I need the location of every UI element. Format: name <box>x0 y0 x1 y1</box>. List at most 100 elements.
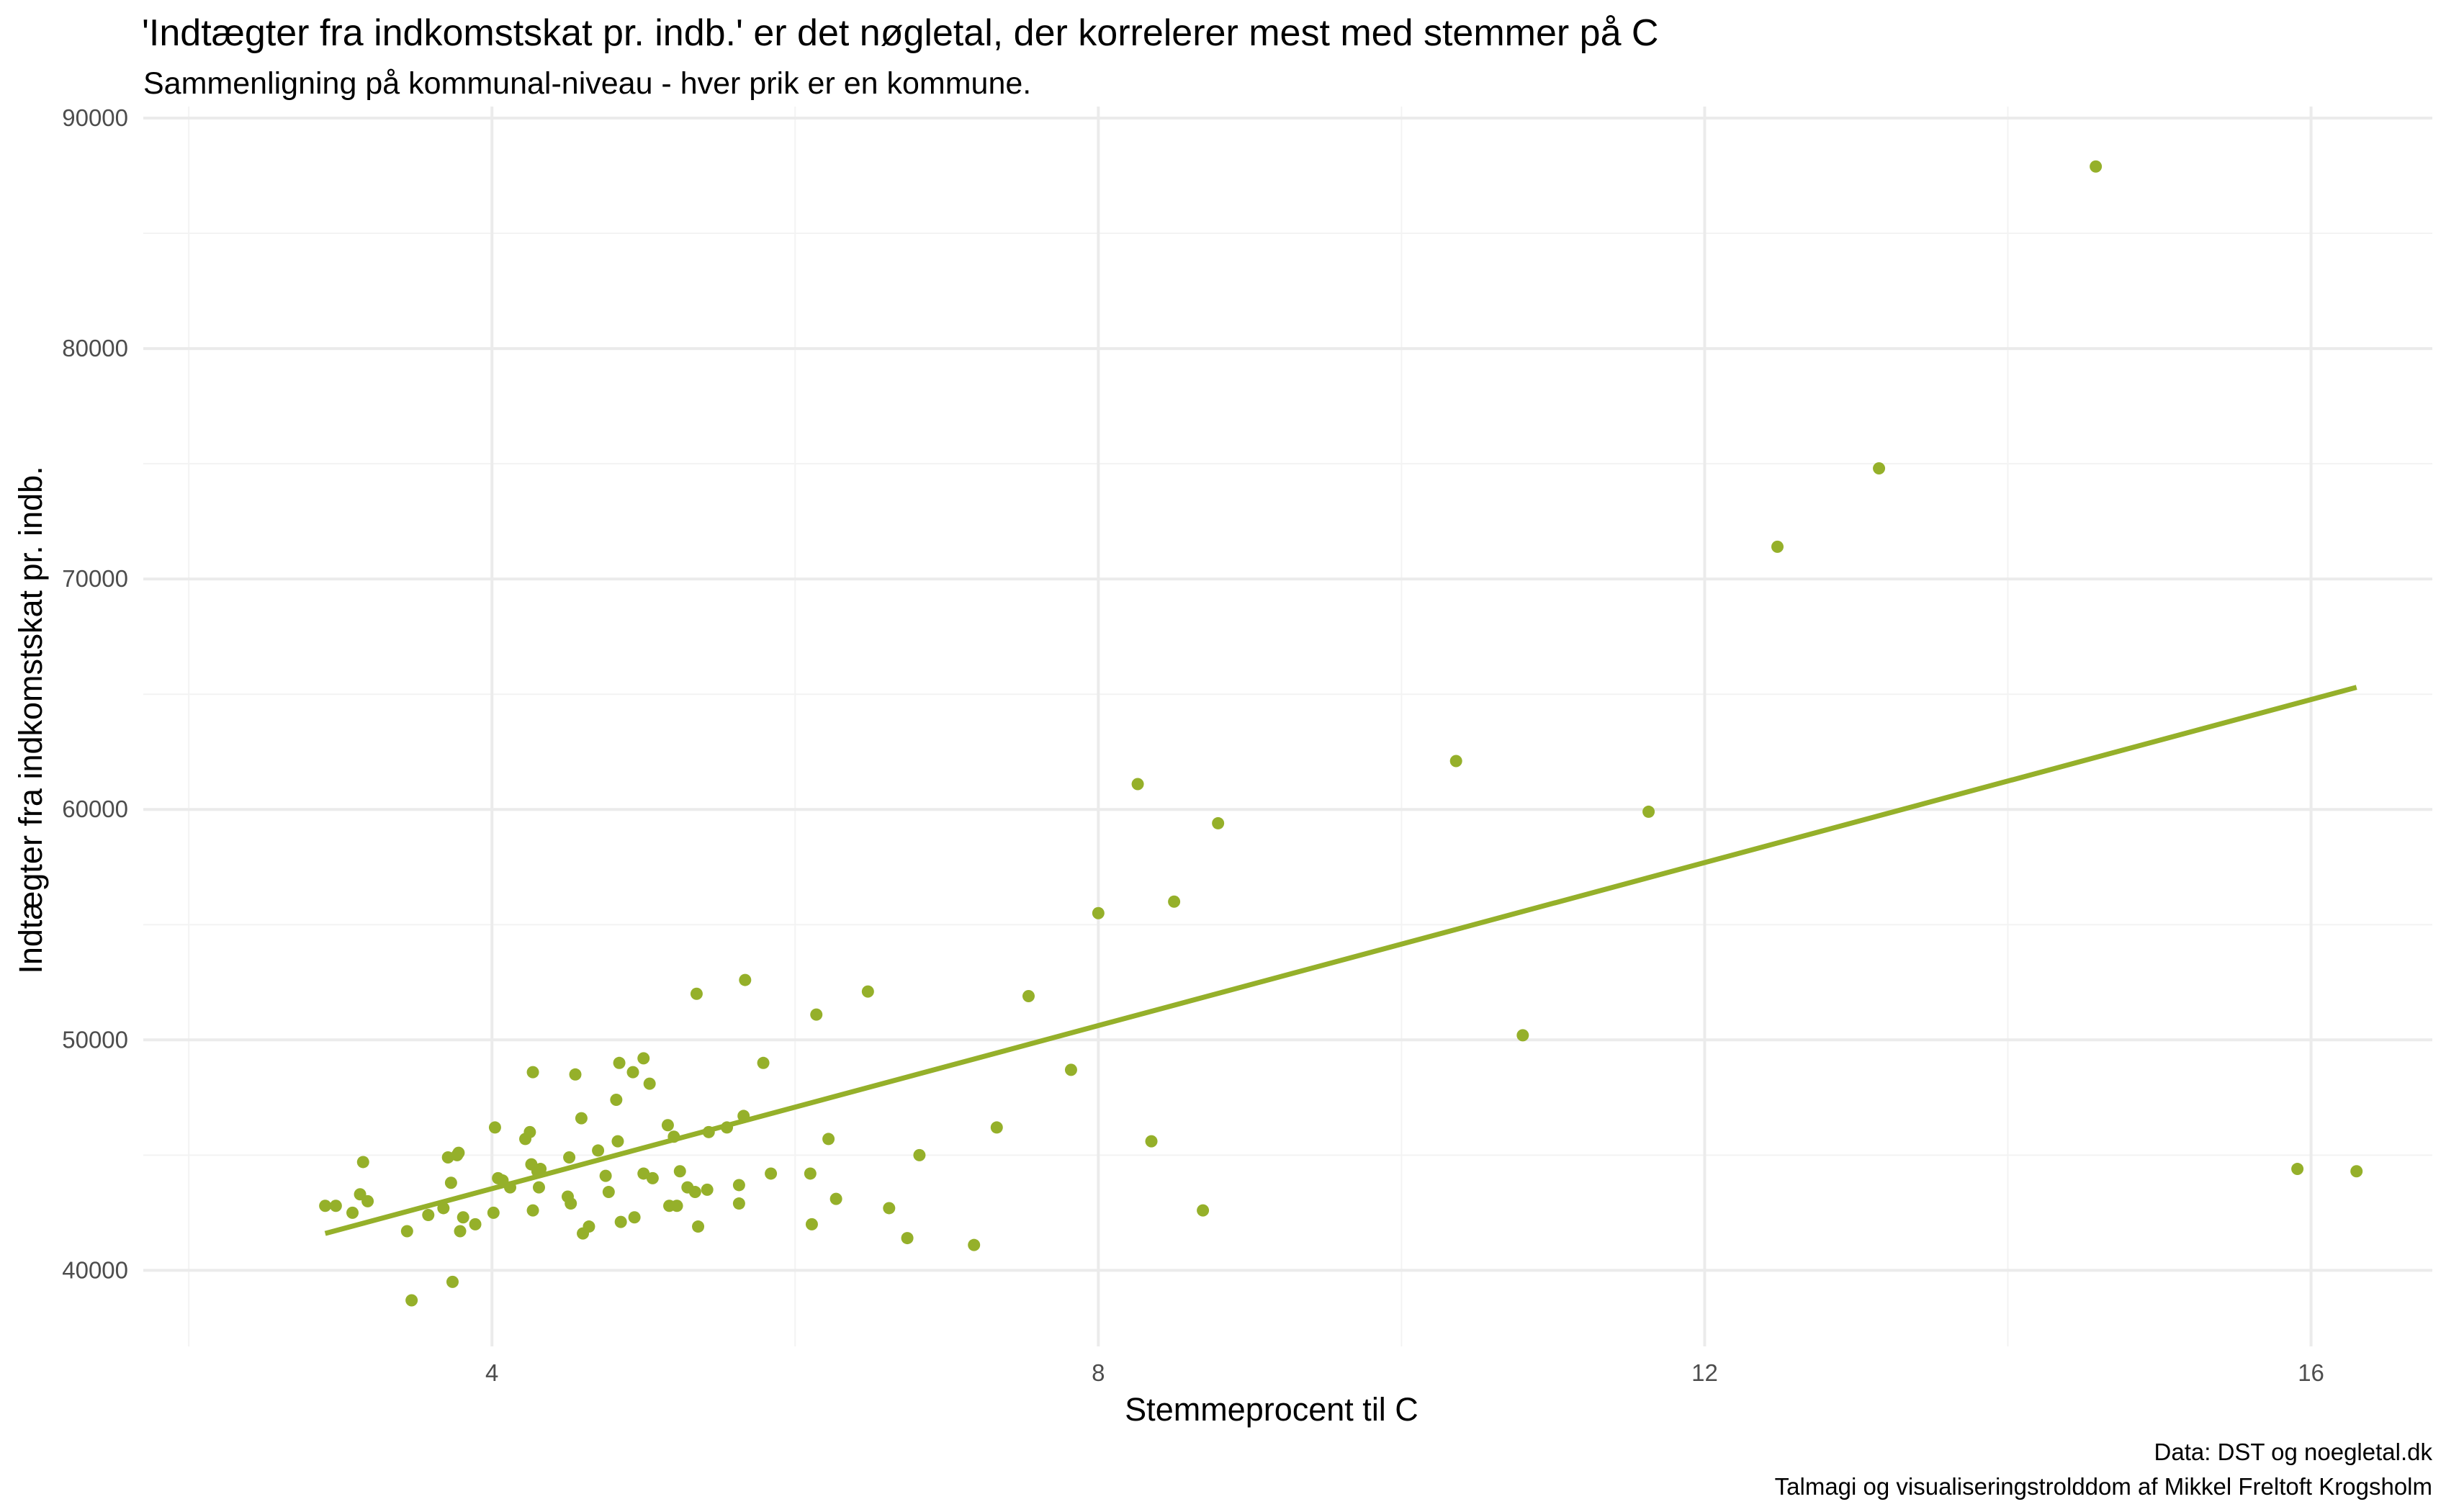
x-axis-ticks: 4 8 12 16 <box>485 1359 2324 1386</box>
data-point <box>1873 462 1886 475</box>
data-point <box>692 1220 705 1233</box>
data-point <box>913 1148 926 1161</box>
data-point <box>883 1202 896 1215</box>
data-point <box>1771 540 1784 553</box>
data-point <box>405 1294 418 1307</box>
data-point <box>739 973 752 986</box>
y-tick-label: 60000 <box>62 796 128 822</box>
data-point <box>469 1218 482 1230</box>
data-point <box>602 1186 615 1199</box>
data-point <box>400 1225 413 1238</box>
chart-title: 'Indtægter fra indkomstskat pr. indb.' e… <box>142 12 1658 54</box>
data-point <box>1092 906 1105 919</box>
data-point <box>2090 160 2103 173</box>
data-point <box>804 1167 817 1180</box>
data-point <box>614 1215 627 1228</box>
data-point <box>637 1167 650 1180</box>
data-point <box>563 1151 576 1164</box>
data-point <box>611 1135 624 1148</box>
data-point <box>599 1169 612 1182</box>
data-point <box>1168 895 1181 908</box>
y-tick-label: 40000 <box>62 1256 128 1283</box>
data-point <box>1516 1029 1529 1042</box>
data-point <box>701 1183 714 1196</box>
data-point <box>670 1200 683 1212</box>
data-point <box>1197 1204 1210 1217</box>
x-tick-label: 16 <box>2298 1359 2324 1386</box>
data-point <box>643 1077 656 1090</box>
data-point <box>732 1179 745 1192</box>
data-point <box>523 1125 536 1138</box>
data-point <box>422 1209 435 1222</box>
data-point <box>457 1211 469 1224</box>
data-point <box>454 1225 467 1238</box>
data-point <box>592 1144 605 1157</box>
grid <box>143 107 2432 1346</box>
data-point <box>810 1008 823 1021</box>
data-point <box>444 1176 457 1189</box>
data-point <box>667 1130 680 1143</box>
data-point <box>637 1052 650 1065</box>
data-points <box>319 160 2363 1307</box>
data-point <box>757 1056 770 1069</box>
data-point <box>822 1133 835 1146</box>
x-tick-label: 4 <box>485 1359 498 1386</box>
trend-line <box>324 685 2357 1236</box>
y-tick-label: 80000 <box>62 335 128 361</box>
data-point <box>968 1238 981 1251</box>
x-axis-title: Stemmeprocent til C <box>1125 1391 1418 1428</box>
data-point <box>2350 1165 2363 1178</box>
trend-line-group <box>324 685 2357 1236</box>
data-point <box>661 1119 674 1132</box>
y-tick-label: 70000 <box>62 565 128 592</box>
data-point <box>688 1186 701 1199</box>
caption-source: Data: DST og noegletal.dk <box>2154 1439 2433 1465</box>
data-point <box>526 1204 539 1217</box>
data-point <box>1449 755 1462 768</box>
data-point <box>702 1125 715 1138</box>
x-tick-label: 12 <box>1691 1359 1718 1386</box>
data-point <box>610 1094 623 1107</box>
data-point <box>583 1220 595 1233</box>
data-point <box>446 1275 459 1288</box>
data-point <box>861 985 874 998</box>
data-point <box>737 1110 750 1122</box>
data-point <box>2291 1163 2304 1176</box>
data-point <box>646 1171 659 1184</box>
data-point <box>613 1056 626 1069</box>
data-point <box>1145 1135 1158 1148</box>
data-point <box>569 1068 582 1081</box>
data-point <box>487 1206 500 1219</box>
data-point <box>329 1200 342 1212</box>
data-point <box>805 1218 818 1230</box>
data-point <box>532 1181 545 1194</box>
data-point <box>526 1066 539 1079</box>
data-point <box>1642 805 1655 818</box>
data-point <box>1022 989 1035 1002</box>
data-point <box>765 1167 778 1180</box>
data-point <box>437 1202 450 1215</box>
data-point <box>1064 1063 1077 1076</box>
data-point <box>346 1206 359 1219</box>
data-point <box>673 1165 686 1178</box>
data-point <box>628 1211 641 1224</box>
data-point <box>626 1066 639 1079</box>
data-point <box>1212 816 1225 829</box>
data-point <box>565 1197 577 1210</box>
y-axis-title: Indtægter fra indkomstskat pr. indb. <box>12 466 49 973</box>
y-tick-label: 50000 <box>62 1026 128 1053</box>
data-point <box>829 1192 842 1205</box>
data-point <box>503 1181 516 1194</box>
y-axis-ticks: 40000 50000 60000 70000 80000 90000 <box>62 104 128 1283</box>
x-tick-label: 8 <box>1092 1359 1105 1386</box>
data-point <box>721 1121 734 1134</box>
data-point <box>356 1156 369 1169</box>
data-point <box>990 1121 1003 1134</box>
data-point <box>534 1163 547 1176</box>
y-tick-label: 90000 <box>62 104 128 131</box>
data-point <box>732 1197 745 1210</box>
data-point <box>452 1146 465 1159</box>
data-point <box>690 987 703 1000</box>
data-point <box>901 1232 914 1245</box>
